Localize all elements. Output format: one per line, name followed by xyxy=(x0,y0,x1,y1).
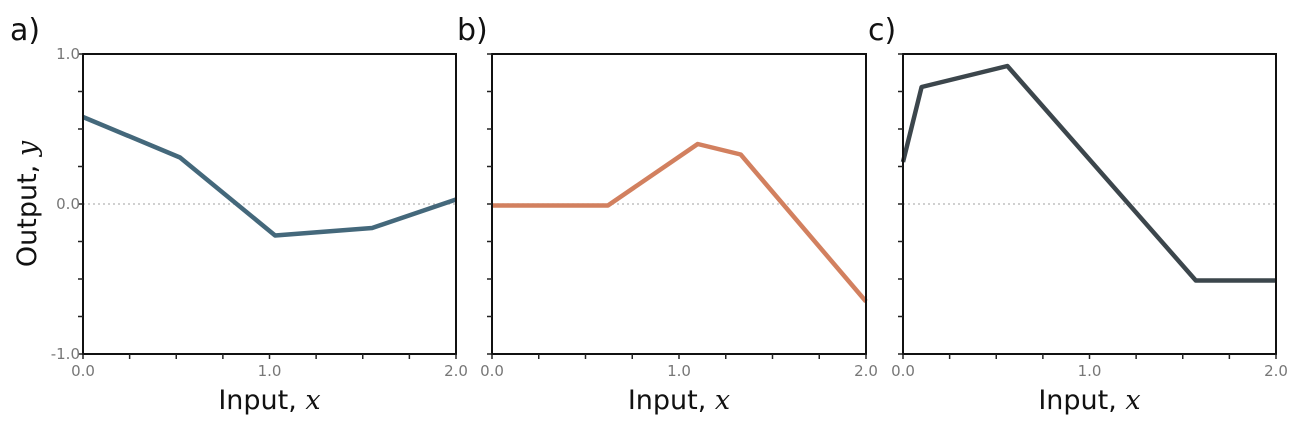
x-tick-label: 2.0 xyxy=(854,362,878,380)
x-tick-label: 0.0 xyxy=(480,362,504,380)
x-tick-label: 2.0 xyxy=(1264,362,1288,380)
panel-label: c) xyxy=(868,13,896,48)
x-axis-title: Input, x xyxy=(1038,385,1140,416)
x-axis-variable: x xyxy=(715,385,730,416)
x-axis-variable: x xyxy=(1125,385,1140,416)
x-tick-label: 1.0 xyxy=(667,362,691,380)
x-tick-label: 1.0 xyxy=(258,362,282,380)
y-tick-label: -1.0 xyxy=(51,345,80,363)
x-tick-label: 0.0 xyxy=(71,362,95,380)
panel-label: b) xyxy=(457,13,488,48)
x-tick-label: 1.0 xyxy=(1078,362,1102,380)
x-tick-label: 0.0 xyxy=(891,362,915,380)
y-tick-label: 1.0 xyxy=(56,45,80,63)
x-tick-label: 2.0 xyxy=(444,362,468,380)
chart-panel-2: 0.0 1.0 2.0 Input, x b) xyxy=(457,13,878,416)
series-line xyxy=(492,141,868,303)
series-line xyxy=(900,63,1276,283)
chart-panel-3: 0.0 1.0 2.0 Input, x c) xyxy=(868,13,1288,416)
x-axis-variable: x xyxy=(305,385,320,416)
x-axis-title: Input, x xyxy=(628,385,730,416)
series-line xyxy=(82,114,457,238)
y-axis-variable: y xyxy=(12,140,43,157)
panel-label: a) xyxy=(10,13,40,48)
x-axis-title: Input, x xyxy=(218,385,320,416)
y-axis-title: Output, y xyxy=(12,140,43,267)
y-tick-label: 0.0 xyxy=(56,195,80,213)
